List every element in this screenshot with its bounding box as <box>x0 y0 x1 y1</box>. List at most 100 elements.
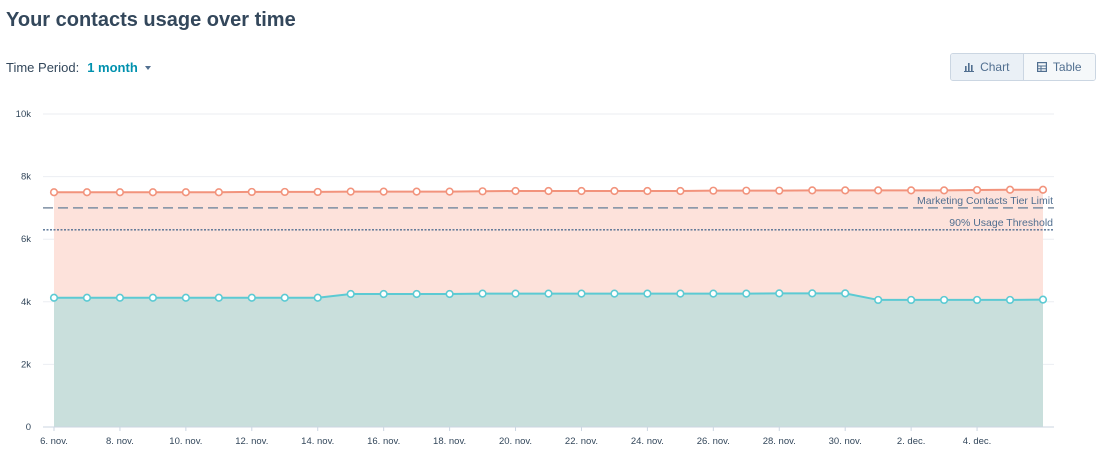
data-point <box>972 295 982 305</box>
table-icon <box>1036 62 1047 72</box>
data-point <box>412 187 421 196</box>
data-point <box>676 186 685 196</box>
y-tick-label: 4k <box>21 297 31 308</box>
data-point <box>148 293 157 302</box>
y-tick-label: 2k <box>21 359 31 370</box>
data-point <box>709 186 718 195</box>
data-point <box>115 188 125 197</box>
data-point <box>610 289 619 298</box>
x-tick-label: 30. nov. <box>829 436 862 447</box>
x-tick-label: 4. dec. <box>963 436 992 447</box>
reference-line-label: 90% Usage Threshold <box>949 217 1053 229</box>
x-tick-label: 24. nov. <box>631 436 664 447</box>
data-point <box>214 293 223 302</box>
data-point <box>610 186 619 196</box>
x-tick-label: 28. nov. <box>763 436 796 447</box>
data-point <box>379 289 388 299</box>
data-point <box>643 289 652 298</box>
data-point <box>742 289 751 298</box>
data-point <box>972 185 982 195</box>
view-toggle: Chart Table <box>950 53 1096 81</box>
data-point <box>577 289 586 298</box>
data-point <box>280 293 289 302</box>
data-point <box>49 188 59 197</box>
y-tick-label: 8k <box>21 172 31 183</box>
table-view-button[interactable]: Table <box>1022 54 1095 80</box>
x-tick-label: 10. nov. <box>169 436 202 447</box>
x-tick-label: 26. nov. <box>697 436 730 447</box>
data-point <box>379 187 388 196</box>
data-point <box>445 187 454 196</box>
data-point <box>544 289 553 298</box>
data-point <box>181 188 190 197</box>
time-period-dropdown[interactable]: 1 month <box>87 60 151 75</box>
x-tick-label: 8. nov. <box>106 436 134 447</box>
data-point <box>1005 295 1015 305</box>
data-point <box>874 186 883 195</box>
data-point <box>808 186 817 195</box>
x-tick-label: 12. nov. <box>235 436 268 447</box>
x-tick-label: 22. nov. <box>565 436 598 447</box>
caret-down-icon <box>144 65 151 70</box>
data-point <box>412 289 421 299</box>
non-marketing-area <box>54 293 1043 427</box>
x-tick-label: 18. nov. <box>433 436 466 447</box>
data-point <box>445 289 454 299</box>
data-point <box>346 187 355 196</box>
data-point <box>511 186 520 196</box>
data-point <box>49 293 59 302</box>
data-point <box>82 188 92 197</box>
data-point <box>247 293 256 302</box>
data-point <box>82 293 92 302</box>
data-point <box>181 293 190 302</box>
data-point <box>808 289 817 298</box>
data-point <box>907 295 916 305</box>
data-point <box>313 187 322 197</box>
data-point <box>709 289 718 298</box>
data-point <box>939 186 949 195</box>
data-point <box>280 187 289 197</box>
chart-view-label: Chart <box>980 60 1010 74</box>
x-tick-label: 14. nov. <box>301 436 334 447</box>
data-point <box>214 188 223 197</box>
data-point <box>1005 185 1015 194</box>
x-tick-label: 2. dec. <box>897 436 926 447</box>
data-point <box>874 295 883 305</box>
data-point <box>478 289 487 298</box>
chart-view-button[interactable]: Chart <box>951 54 1023 80</box>
table-view-label: Table <box>1052 60 1082 74</box>
data-point <box>1038 295 1048 304</box>
y-tick-label: 0 <box>26 422 31 433</box>
x-tick-label: 16. nov. <box>367 436 400 447</box>
data-point <box>775 289 784 298</box>
data-point <box>544 186 553 196</box>
data-point <box>907 186 916 195</box>
data-point <box>841 289 850 298</box>
data-point <box>478 187 487 196</box>
x-tick-label: 20. nov. <box>499 436 532 447</box>
data-point <box>775 186 784 195</box>
y-tick-label: 6k <box>21 234 31 245</box>
page-title: Your contacts usage over time <box>6 9 296 31</box>
y-tick-label: 10k <box>16 109 32 120</box>
time-period-value: 1 month <box>87 60 138 75</box>
data-point <box>115 293 125 302</box>
data-point <box>742 186 751 195</box>
data-point <box>676 289 685 298</box>
data-point <box>346 289 355 299</box>
data-point <box>148 188 157 197</box>
data-point <box>939 295 949 305</box>
data-point <box>577 186 586 196</box>
reference-line-label: Marketing Contacts Tier Limit <box>917 195 1053 207</box>
data-point <box>1038 185 1048 194</box>
data-point <box>643 186 652 196</box>
time-period-filter: Time Period: 1 month <box>6 60 151 75</box>
data-point <box>313 293 322 302</box>
x-tick-label: 6. nov. <box>40 436 68 447</box>
data-point <box>841 186 850 195</box>
data-point <box>247 187 256 197</box>
time-period-label: Time Period: <box>6 60 80 75</box>
data-point <box>511 289 520 298</box>
bar-chart-icon <box>964 63 975 72</box>
